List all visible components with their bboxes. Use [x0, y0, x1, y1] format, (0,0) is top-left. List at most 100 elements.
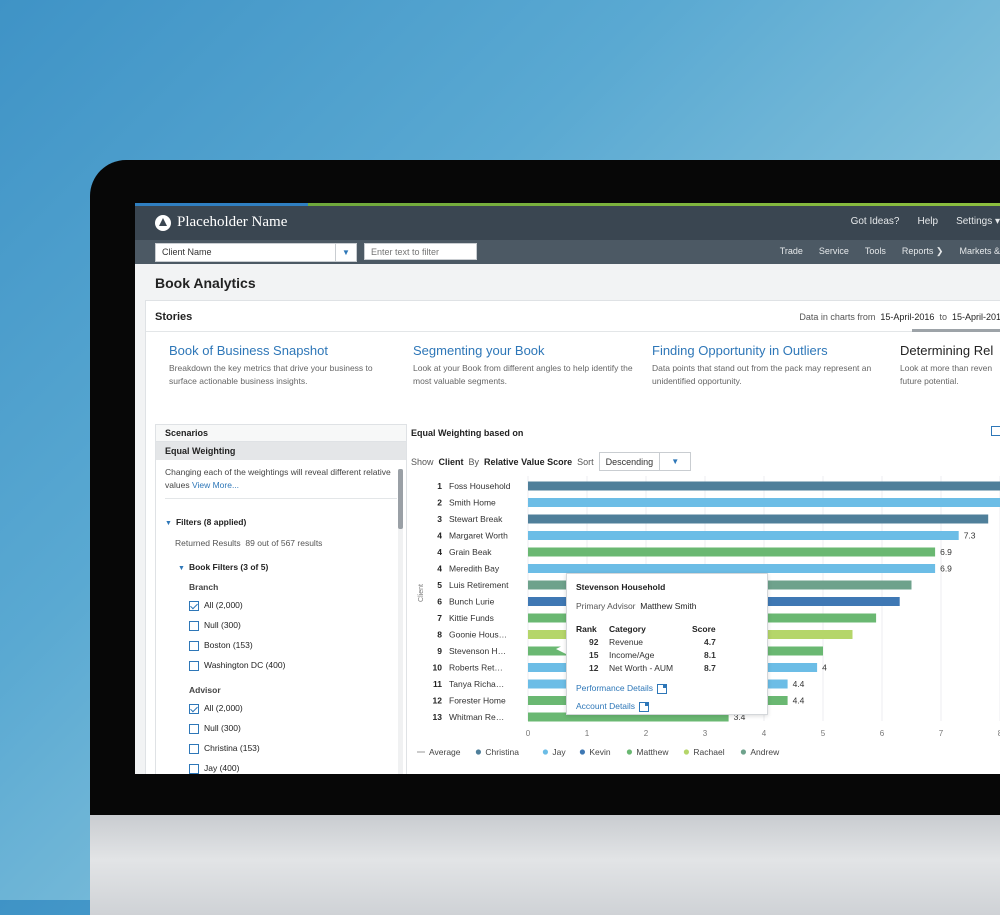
- date-from[interactable]: 15-April-2016: [880, 312, 935, 322]
- triangle-down-icon: ▼: [165, 520, 172, 527]
- link-label: Account Details: [576, 701, 636, 711]
- filter-input[interactable]: [364, 243, 477, 260]
- app-screen: Placeholder Name Got Ideas? Help Setting…: [135, 203, 1000, 774]
- main-nav: Trade Service Tools Reports ❯ Markets &: [780, 246, 1000, 257]
- story-card[interactable]: Segmenting your Book Look at your Book f…: [413, 343, 643, 388]
- client-select[interactable]: Client Name ▼: [155, 243, 357, 262]
- expand-icon[interactable]: [991, 426, 1000, 436]
- checkbox[interactable]: [189, 640, 199, 651]
- scrollbar-thumb[interactable]: [398, 469, 403, 529]
- branch-option[interactable]: Boston (153): [189, 640, 253, 651]
- story-card[interactable]: Finding Opportunity in Outliers Data poi…: [652, 343, 882, 388]
- view-more-link[interactable]: View More...: [191, 479, 240, 490]
- advisor-name: Matthew Smith: [640, 601, 697, 611]
- active-story-indicator: [912, 329, 1000, 332]
- tooltip-advisor: Primary Advisor Matthew Smith: [576, 601, 696, 611]
- external-link-icon: [639, 701, 650, 712]
- account-details-link[interactable]: Account Details: [576, 701, 650, 712]
- logo-icon: [155, 214, 171, 231]
- nav-tools[interactable]: Tools: [864, 246, 886, 256]
- performance-details-link[interactable]: Performance Details: [576, 683, 668, 694]
- stories-title: Stories: [155, 311, 193, 323]
- sort-select[interactable]: Descending ▼: [598, 452, 692, 471]
- chart-controls: Show Client By Relative Value Score Sort…: [411, 452, 692, 471]
- link-label: Performance Details: [576, 683, 654, 693]
- checkbox[interactable]: [189, 703, 199, 714]
- tooltip-score: 4.7: [704, 637, 716, 647]
- checkbox[interactable]: [189, 763, 199, 774]
- advisor-option[interactable]: Christina (153): [189, 743, 260, 754]
- tooltip-category: Revenue: [609, 637, 644, 647]
- story-title[interactable]: Determining Rel: [900, 343, 994, 358]
- scenarios-header: Scenarios: [156, 425, 406, 442]
- filters-toggle[interactable]: ▼ Filters (8 applied): [165, 517, 246, 527]
- tooltip-category: Income/Age: [609, 650, 655, 660]
- checkbox[interactable]: [189, 743, 199, 754]
- app-logo[interactable]: Placeholder Name: [155, 214, 287, 231]
- story-title[interactable]: Segmenting your Book: [413, 343, 545, 358]
- tooltip-score: 8.7: [704, 663, 716, 673]
- returned-count: 89 out of 567 results: [245, 538, 323, 548]
- advisor-label: Primary Advisor: [576, 601, 636, 611]
- nav-service[interactable]: Service: [818, 246, 849, 256]
- chart-area: Equal Weighting based on Show Client By …: [411, 424, 1000, 774]
- nav-trade[interactable]: Trade: [779, 246, 803, 256]
- advisor-option[interactable]: Jay (400): [189, 763, 239, 774]
- story-desc: Look at more than reven future potential…: [900, 363, 993, 386]
- tooltip-rank: 12: [589, 663, 599, 673]
- scenario-desc: Changing each of the weightings will rev…: [156, 460, 406, 498]
- story-title[interactable]: Book of Business Snapshot: [169, 343, 328, 358]
- branch-option[interactable]: All (2,000): [189, 600, 243, 611]
- tooltip-header-category: Category: [609, 624, 646, 634]
- external-link-icon: [657, 683, 668, 694]
- sort-label: Sort: [577, 456, 594, 467]
- branch-option[interactable]: Null (300): [189, 620, 241, 631]
- by-value[interactable]: Relative Value Score: [484, 456, 573, 467]
- nav-markets[interactable]: Markets &: [959, 246, 1000, 256]
- top-nav-got-ideas[interactable]: Got Ideas?: [850, 216, 900, 227]
- option-label: Null (300): [204, 620, 241, 630]
- show-value[interactable]: Client: [438, 456, 464, 467]
- stories-divider: [146, 331, 1000, 332]
- returned-label: Returned Results: [175, 538, 241, 548]
- checkbox[interactable]: [189, 600, 199, 611]
- tooltip-arrow: [556, 644, 566, 654]
- sort-value: Descending: [605, 456, 654, 467]
- date-to-word: to: [939, 312, 947, 322]
- nav-reports[interactable]: Reports ❯: [901, 246, 944, 256]
- chevron-down-icon[interactable]: ▼: [659, 453, 690, 470]
- tooltip-category: Net Worth - AUM: [609, 663, 674, 673]
- checkbox[interactable]: [189, 620, 199, 631]
- story-card-active[interactable]: Determining Rel Look at more than reven …: [900, 343, 1000, 388]
- story-desc: Look at your Book from different angles …: [413, 363, 633, 386]
- date-prefix: Data in charts from: [799, 312, 876, 322]
- story-desc: Data points that stand out from the pack…: [652, 363, 872, 386]
- story-title[interactable]: Finding Opportunity in Outliers: [652, 343, 828, 358]
- scenario-selected[interactable]: Equal Weighting: [156, 442, 406, 460]
- top-nav-help[interactable]: Help: [917, 216, 939, 227]
- advisor-option[interactable]: Null (300): [189, 723, 241, 734]
- scrollbar[interactable]: [398, 469, 403, 774]
- book-filters-toggle[interactable]: ▼ Book Filters (3 of 5): [178, 562, 268, 572]
- option-label: Washington DC (400): [204, 660, 286, 670]
- chevron-down-icon[interactable]: ▼: [335, 244, 356, 261]
- tooltip-title: Stevenson Household: [576, 582, 666, 592]
- story-desc: Breakdown the key metrics that drive you…: [169, 363, 373, 386]
- client-tooltip: Stevenson Household Primary Advisor Matt…: [566, 573, 768, 715]
- top-nav-settings[interactable]: Settings ▾: [956, 216, 1000, 227]
- branch-option[interactable]: Washington DC (400): [189, 660, 285, 671]
- checkbox[interactable]: [189, 660, 199, 671]
- option-label: Boston (153): [204, 640, 253, 650]
- story-card[interactable]: Book of Business Snapshot Breakdown the …: [169, 343, 399, 388]
- option-label: Jay (400): [204, 763, 240, 773]
- date-to[interactable]: 15-April-201: [951, 312, 1000, 322]
- checkbox[interactable]: [189, 723, 199, 734]
- divider: [165, 497, 397, 499]
- option-label: Null (300): [204, 723, 241, 733]
- advisor-option[interactable]: All (2,000): [189, 703, 243, 714]
- returned-results: Returned Results 89 out of 567 results: [175, 538, 322, 548]
- monitor-chin: [90, 815, 1000, 915]
- tooltip-rank: 15: [589, 650, 599, 660]
- scenario-desc-text: Changing each of the weightings will rev…: [165, 467, 391, 490]
- tooltip-score: 8.1: [704, 650, 716, 660]
